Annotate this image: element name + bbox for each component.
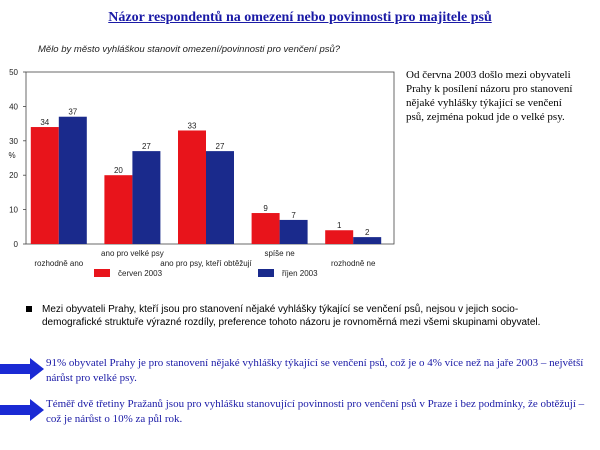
category-label: ano pro psy, kteří obtěžují: [160, 259, 252, 268]
legend-label: říjen 2003: [282, 269, 318, 278]
bar-value-label: 34: [40, 118, 49, 127]
bar: [279, 219, 308, 244]
bar: [58, 116, 87, 244]
y-tick-label: 0: [14, 240, 19, 249]
y-tick-label: 50: [9, 68, 18, 77]
bar: [104, 175, 133, 244]
bar-value-label: 2: [365, 228, 370, 237]
legend-swatch: [94, 269, 110, 277]
bar-chart: 0 10 20 30 40 50% 34 20 33 9 1 37 27 27 7 2 rozhodně ano…: [8, 68, 395, 278]
bullet-block: Mezi obyvateli Prahy, kteří jsou pro sta…: [26, 303, 566, 329]
y-tick-label: 30: [9, 137, 18, 146]
legend-swatch: [258, 269, 274, 277]
y-tick-label: 40: [9, 102, 18, 111]
bar-value-label: 9: [263, 204, 268, 213]
category-label: ano pro velké psy: [101, 249, 164, 258]
bar: [132, 151, 161, 244]
bar-value-label: 37: [68, 108, 77, 117]
bar-value-label: 20: [114, 166, 123, 175]
bar: [30, 127, 59, 244]
category-label: rozhodně ne: [331, 259, 376, 268]
chart-question: Mělo by město vyhláškou stanovit omezení…: [38, 44, 341, 55]
bar-value-label: 1: [337, 221, 342, 230]
y-axis-label: %: [8, 151, 15, 160]
page-title: Názor respondentů na omezení nebo povinn…: [108, 10, 492, 25]
bar: [206, 151, 234, 244]
bullet-square-icon: [26, 306, 32, 312]
highlight-text-2: Téměř dvě třetiny Pražanů jsou pro vyhlá…: [46, 398, 585, 425]
bar-value-label: 7: [291, 211, 296, 220]
highlight-text-1: 91% obyvatel Prahy je pro stanovení něja…: [46, 357, 584, 384]
arrow-right-icon: [0, 358, 44, 380]
bar: [251, 213, 280, 244]
bar: [178, 130, 206, 244]
category-label: spíše ne: [264, 249, 295, 258]
y-tick-label: 20: [9, 171, 18, 180]
bar: [325, 230, 354, 244]
bar-value-label: 33: [188, 121, 197, 130]
legend-label: červen 2003: [118, 269, 163, 278]
bar-value-label: 27: [142, 142, 151, 151]
side-note: Od června 2003 došlo mezi obyvateli Prah…: [406, 69, 573, 123]
bar-value-label: 27: [216, 142, 225, 151]
category-label: rozhodně ano: [34, 259, 83, 268]
y-tick-label: 10: [9, 206, 18, 215]
bullet-text: Mezi obyvateli Prahy, kteří jsou pro sta…: [42, 304, 541, 328]
bar: [353, 237, 382, 244]
arrow-right-icon: [0, 399, 44, 421]
